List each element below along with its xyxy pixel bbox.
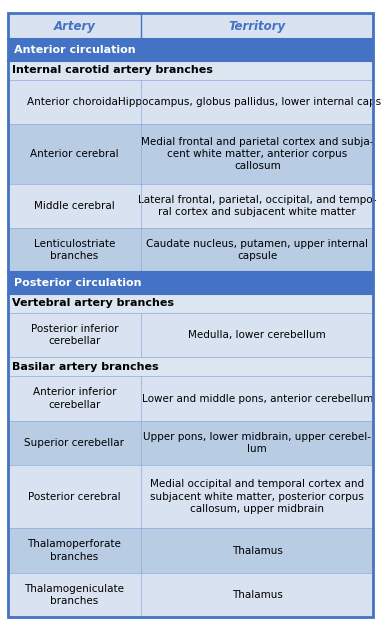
Bar: [8, 572, 141, 617]
Text: Posterior circulation: Posterior circulation: [14, 278, 141, 288]
Text: Artery: Artery: [53, 19, 95, 33]
Text: Lenticulostriate
branches: Lenticulostriate branches: [34, 239, 115, 261]
Text: Basilar artery branches: Basilar artery branches: [11, 362, 158, 372]
Bar: [8, 465, 141, 529]
Text: Upper pons, lower midbrain, upper cerebel-
lum: Upper pons, lower midbrain, upper cerebe…: [143, 431, 371, 454]
Bar: [141, 572, 373, 617]
Bar: [8, 357, 373, 376]
Text: Posterior cerebral: Posterior cerebral: [28, 492, 121, 502]
Bar: [141, 80, 373, 124]
Bar: [8, 293, 373, 313]
Text: Medial frontal and parietal cortex and subja-
cent white matter, anterior corpus: Medial frontal and parietal cortex and s…: [141, 137, 373, 171]
Bar: [141, 529, 373, 572]
Bar: [8, 529, 141, 572]
Text: Anterior inferior
cerebellar: Anterior inferior cerebellar: [33, 387, 116, 409]
Bar: [141, 124, 373, 184]
Text: Lateral frontal, parietal, occipital, and tempo-
ral cortex and subjacent white : Lateral frontal, parietal, occipital, an…: [138, 195, 376, 217]
Bar: [8, 272, 373, 293]
Text: Posterior inferior
cerebellar: Posterior inferior cerebellar: [30, 324, 118, 346]
Text: Hippocampus, globus pallidus, lower internal capsule: Hippocampus, globus pallidus, lower inte…: [118, 97, 381, 107]
Text: Anterior choroidal: Anterior choroidal: [27, 97, 121, 107]
Bar: [141, 313, 373, 357]
Text: Internal carotid artery branches: Internal carotid artery branches: [11, 65, 213, 75]
Bar: [141, 465, 373, 529]
Text: Middle cerebral: Middle cerebral: [34, 201, 115, 211]
Bar: [8, 124, 141, 184]
Text: Superior cerebellar: Superior cerebellar: [24, 438, 124, 448]
Text: Thalamus: Thalamus: [232, 545, 283, 556]
Bar: [141, 421, 373, 465]
Bar: [8, 80, 141, 124]
Bar: [141, 13, 373, 40]
Text: Thalamoperforate
branches: Thalamoperforate branches: [27, 539, 121, 562]
Bar: [141, 376, 373, 421]
Text: Anterior circulation: Anterior circulation: [14, 45, 135, 55]
Text: Caudate nucleus, putamen, upper internal
capsule: Caudate nucleus, putamen, upper internal…: [146, 239, 368, 261]
Bar: [8, 376, 141, 421]
Bar: [8, 61, 373, 80]
Bar: [141, 184, 373, 228]
Bar: [8, 13, 141, 40]
Bar: [8, 313, 141, 357]
Text: Thalamus: Thalamus: [232, 590, 283, 600]
Bar: [141, 228, 373, 272]
Text: Lower and middle pons, anterior cerebellum: Lower and middle pons, anterior cerebell…: [142, 394, 373, 404]
Bar: [8, 184, 141, 228]
Text: Medulla, lower cerebellum: Medulla, lower cerebellum: [188, 330, 326, 340]
Text: Thalamogeniculate
branches: Thalamogeniculate branches: [24, 584, 124, 606]
Bar: [8, 421, 141, 465]
Text: Territory: Territory: [229, 19, 286, 33]
Bar: [8, 40, 373, 61]
Text: Vertebral artery branches: Vertebral artery branches: [11, 298, 174, 308]
Text: Anterior cerebral: Anterior cerebral: [30, 149, 119, 159]
Bar: [8, 228, 141, 272]
Text: Medial occipital and temporal cortex and
subjacent white matter, posterior corpu: Medial occipital and temporal cortex and…: [150, 479, 364, 514]
